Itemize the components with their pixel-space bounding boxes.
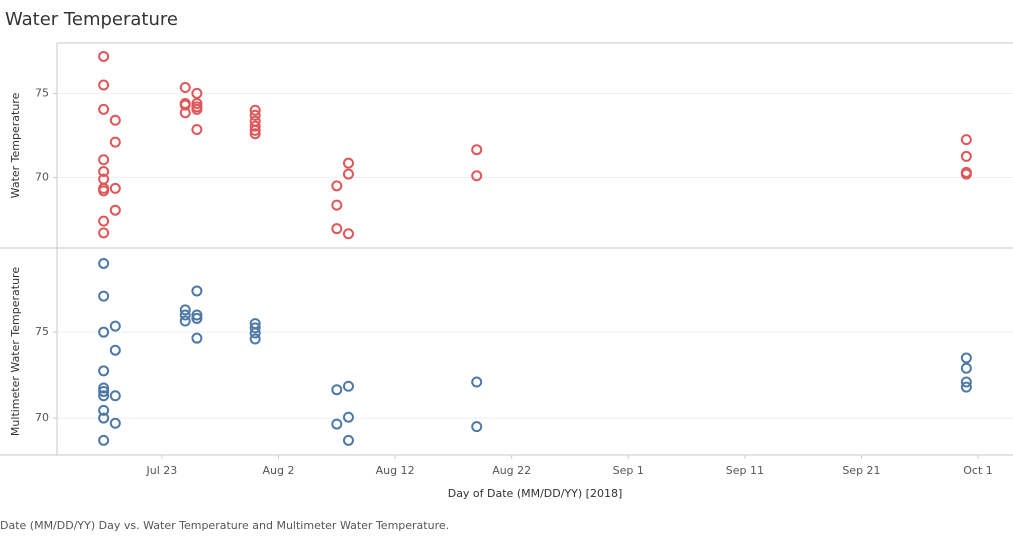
data-point: [179, 99, 191, 111]
x-tick-label: Sep 11: [726, 464, 764, 477]
caption: Date (MM/DD/YY) Day vs. Water Temperatur…: [0, 519, 449, 532]
data-point: [179, 315, 191, 327]
y-tick-label: 75: [35, 325, 49, 338]
data-point: [98, 50, 110, 62]
data-point: [960, 362, 972, 374]
data-point: [342, 380, 354, 392]
data-point: [342, 157, 354, 169]
y-axis-title: Water Temperature: [9, 92, 22, 198]
data-point: [342, 434, 354, 446]
data-point: [98, 404, 110, 416]
data-point: [960, 168, 972, 180]
data-point: [98, 412, 110, 424]
data-point: [98, 382, 110, 394]
data-point: [98, 103, 110, 115]
data-point: [960, 376, 972, 388]
data-point: [331, 418, 343, 430]
data-point: [191, 332, 203, 344]
data-point: [249, 124, 261, 136]
x-tick-label: Jul 23: [146, 464, 178, 477]
data-point: [342, 411, 354, 423]
data-point: [191, 309, 203, 321]
data-point: [98, 365, 110, 377]
data-point: [98, 185, 110, 197]
data-point: [471, 376, 483, 388]
data-point: [98, 79, 110, 91]
data-point: [331, 180, 343, 192]
x-tick-label: Aug 22: [492, 464, 531, 477]
data-point: [191, 312, 203, 324]
data-point: [179, 82, 191, 94]
data-point: [98, 290, 110, 302]
data-point: [342, 168, 354, 180]
chart-title: Water Temperature: [5, 9, 178, 30]
data-point: [342, 228, 354, 240]
data-point: [960, 134, 972, 146]
data-point: [249, 322, 261, 334]
data-point: [109, 182, 121, 194]
x-tick-label: Sep 1: [613, 464, 644, 477]
data-point: [109, 344, 121, 356]
data-point: [960, 150, 972, 162]
data-point: [109, 136, 121, 148]
data-point: [191, 97, 203, 109]
x-tick-label: Aug 2: [263, 464, 295, 477]
data-point: [179, 107, 191, 119]
data-point: [471, 144, 483, 156]
y-tick-label: 75: [35, 86, 49, 99]
y-axis-title: Multimeter Water Temperature: [9, 267, 22, 436]
data-point: [249, 327, 261, 339]
data-point: [98, 215, 110, 227]
data-point: [98, 326, 110, 338]
data-point: [471, 170, 483, 182]
data-point: [98, 385, 110, 397]
data-point: [98, 390, 110, 402]
x-tick-label: Sep 21: [842, 464, 880, 477]
data-point: [249, 109, 261, 121]
data-point: [249, 104, 261, 116]
x-axis-title: Day of Date (MM/DD/YY) [2018]: [448, 487, 623, 500]
data-point: [109, 114, 121, 126]
data-point: [98, 257, 110, 269]
data-point: [98, 434, 110, 446]
data-point: [179, 304, 191, 316]
data-point: [98, 154, 110, 166]
data-point: [331, 199, 343, 211]
data-point: [960, 352, 972, 364]
data-point: [249, 333, 261, 345]
data-point: [249, 128, 261, 140]
data-point: [109, 417, 121, 429]
y-tick-label: 70: [35, 170, 49, 183]
x-tick-label: Oct 1: [963, 464, 993, 477]
data-point: [191, 285, 203, 297]
data-point: [331, 223, 343, 235]
data-point: [109, 204, 121, 216]
data-point: [191, 87, 203, 99]
data-point: [98, 227, 110, 239]
data-point: [960, 381, 972, 393]
data-point: [191, 124, 203, 136]
data-point: [98, 166, 110, 178]
data-point: [109, 320, 121, 332]
data-point: [191, 103, 203, 115]
data-point: [471, 421, 483, 433]
y-tick-label: 70: [35, 411, 49, 424]
data-point: [249, 120, 261, 132]
x-tick-label: Aug 12: [376, 464, 415, 477]
data-point: [179, 309, 191, 321]
data-point: [331, 384, 343, 396]
data-point: [109, 390, 121, 402]
